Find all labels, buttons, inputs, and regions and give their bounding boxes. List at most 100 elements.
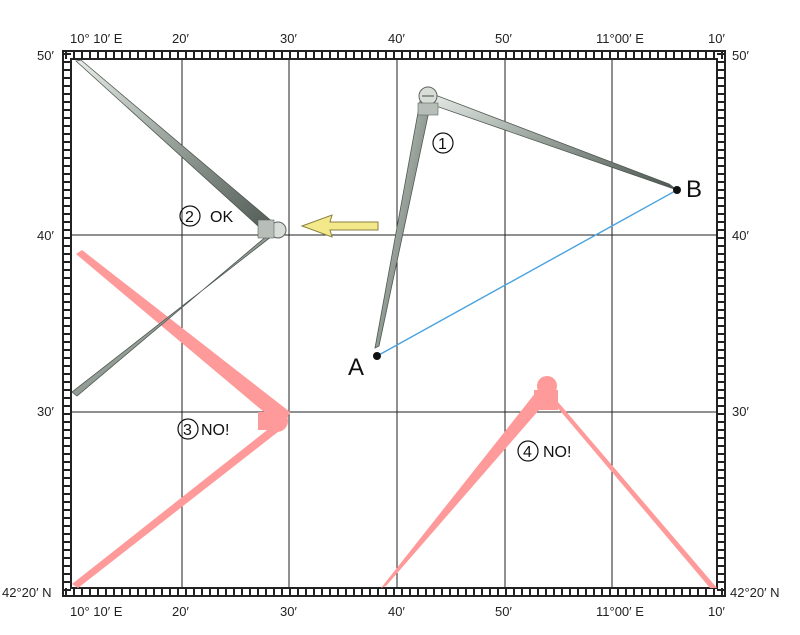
- border-tick: [393, 51, 395, 59]
- border-tick: [601, 588, 603, 596]
- border-tick: [63, 517, 71, 519]
- border-tick: [217, 51, 219, 59]
- border-tick: [63, 205, 71, 207]
- border-tick: [717, 533, 725, 535]
- border-tick: [209, 51, 211, 59]
- annotation-number: 3: [183, 422, 192, 439]
- bottom-label: 10° 10′ E: [70, 604, 123, 619]
- border-tick: [465, 588, 467, 596]
- border-tick: [377, 588, 379, 596]
- border-tick: [233, 51, 235, 59]
- border-tick: [337, 51, 339, 59]
- border-tick: [225, 51, 227, 59]
- border-tick: [417, 51, 419, 59]
- border-tick: [717, 541, 725, 543]
- border-tick: [63, 213, 71, 215]
- bottom-label: 11°00′ E: [596, 604, 644, 619]
- border-tick: [449, 51, 451, 59]
- border-tick: [63, 461, 71, 463]
- top-label: 10° 10′ E: [70, 31, 123, 46]
- border-tick: [553, 51, 555, 59]
- border-tick: [345, 588, 347, 596]
- border-tick: [63, 453, 71, 455]
- border-tick: [63, 77, 71, 79]
- border-tick: [369, 588, 371, 596]
- annotation-text: OK: [210, 209, 233, 226]
- border-tick: [385, 588, 387, 596]
- border-tick: [63, 269, 71, 271]
- border-tick: [63, 197, 71, 199]
- border-tick: [63, 421, 71, 423]
- border-tick: [193, 51, 195, 59]
- border-tick: [497, 588, 499, 596]
- border-tick: [717, 389, 725, 391]
- border-tick: [569, 51, 571, 59]
- border-tick: [63, 61, 71, 63]
- border-tick: [113, 588, 115, 596]
- border-tick: [63, 549, 71, 551]
- border-tick: [369, 51, 371, 59]
- border-tick: [657, 51, 659, 59]
- border-tick: [473, 588, 475, 596]
- border-tick: [361, 51, 363, 59]
- border-tick: [717, 525, 725, 527]
- border-tick: [717, 173, 725, 175]
- border-tick: [129, 588, 131, 596]
- border-tick: [321, 588, 323, 596]
- border-tick: [249, 51, 251, 59]
- border-tick: [649, 51, 651, 59]
- border-tick: [273, 588, 275, 596]
- chart-border: [62, 50, 726, 597]
- border-tick: [717, 573, 725, 575]
- border-tick: [63, 557, 71, 559]
- border-tick: [63, 589, 71, 591]
- border-tick: [63, 365, 71, 367]
- border-tick: [305, 588, 307, 596]
- border-tick: [63, 373, 71, 375]
- border-tick: [129, 51, 131, 59]
- border-tick: [717, 317, 725, 319]
- border-tick: [717, 141, 725, 143]
- annotation-number: 4: [523, 444, 532, 461]
- border-tick: [63, 573, 71, 575]
- border-tick: [63, 101, 71, 103]
- border-tick: [63, 429, 71, 431]
- border-tick: [717, 509, 725, 511]
- border-tick: [717, 349, 725, 351]
- border-tick: [717, 229, 725, 231]
- border-tick: [649, 588, 651, 596]
- border-tick: [63, 229, 71, 231]
- border-tick: [353, 51, 355, 59]
- border-tick: [633, 51, 635, 59]
- border-tick: [537, 588, 539, 596]
- border-tick: [713, 51, 715, 59]
- border-tick: [473, 51, 475, 59]
- border-tick: [63, 341, 71, 343]
- border-tick: [449, 588, 451, 596]
- border-tick: [63, 397, 71, 399]
- border-tick: [681, 588, 683, 596]
- bottom-label: 40′: [388, 604, 405, 619]
- border-tick: [233, 588, 235, 596]
- border-tick: [361, 588, 363, 596]
- divider-2: [71, 59, 287, 397]
- border-tick: [717, 245, 725, 247]
- border-tick: [63, 309, 71, 311]
- right-label: 40′: [732, 228, 749, 243]
- border-tick: [121, 588, 123, 596]
- border-tick: [717, 445, 725, 447]
- border-tick: [569, 588, 571, 596]
- border-tick: [497, 51, 499, 59]
- border-tick: [521, 51, 523, 59]
- border-tick: [577, 51, 579, 59]
- border-tick: [505, 51, 507, 59]
- border-tick: [717, 69, 725, 71]
- right-label: 42°20′ N: [730, 585, 780, 600]
- top-label: 50′: [495, 31, 512, 46]
- border-tick: [265, 588, 267, 596]
- border-tick: [665, 588, 667, 596]
- border-tick: [201, 51, 203, 59]
- border-tick: [393, 588, 395, 596]
- border-tick: [63, 405, 71, 407]
- border-tick: [63, 53, 71, 55]
